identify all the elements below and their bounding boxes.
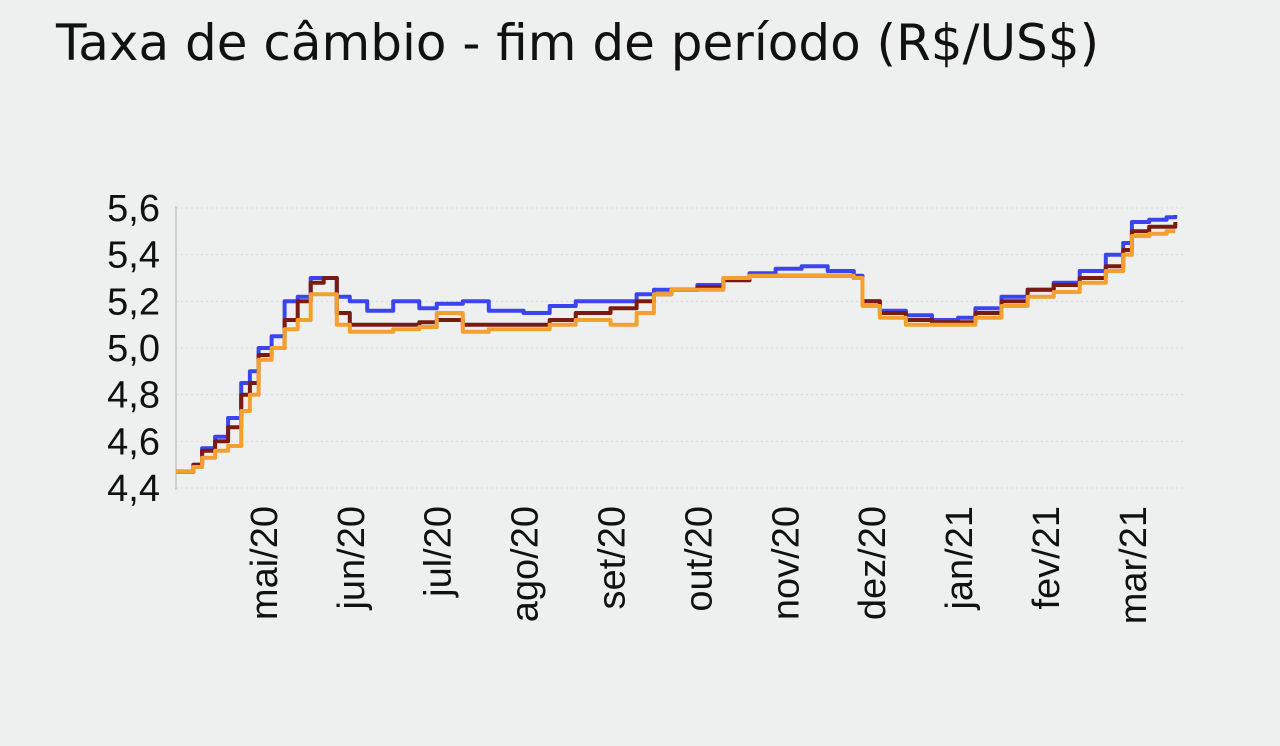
x-tick-label: mar/21 bbox=[1113, 506, 1155, 624]
y-tick-label: 4,6 bbox=[107, 421, 160, 463]
series-line-3 bbox=[176, 229, 1176, 474]
x-tick-label: mai/20 bbox=[244, 506, 286, 620]
chart-title: Taxa de câmbio - fim de período (R$/US$) bbox=[56, 14, 1100, 72]
grid-layer bbox=[176, 207, 1184, 489]
y-axis-ticks: 4,4 4,64,8 5,0 5,25,4 5,6 bbox=[107, 188, 160, 510]
x-tick-label: out/20 bbox=[678, 506, 720, 612]
x-tick-label: fev/21 bbox=[1026, 506, 1068, 610]
y-tick-label: 5,4 bbox=[107, 235, 160, 277]
series-layer bbox=[176, 215, 1178, 474]
x-tick-label: dez/20 bbox=[852, 506, 894, 620]
series-line-2 bbox=[176, 222, 1178, 474]
y-tick-label: 4,4 bbox=[107, 468, 160, 510]
y-tick-label: 4,8 bbox=[107, 375, 160, 417]
x-axis-ticks: mai/20 jun/20 jul/20 ago/20 set/20 out/20 nov/… bbox=[244, 506, 1155, 624]
series-line-1 bbox=[176, 215, 1178, 474]
x-tick-label: set/20 bbox=[591, 506, 633, 610]
x-tick-label: jan/21 bbox=[939, 506, 981, 611]
x-tick-label: jul/20 bbox=[418, 506, 460, 598]
x-tick-label: nov/20 bbox=[765, 506, 807, 620]
x-tick-label: jun/20 bbox=[331, 506, 373, 611]
y-tick-label: 5,6 bbox=[107, 188, 160, 230]
y-tick-label: 5,2 bbox=[107, 281, 160, 323]
y-tick-label: 5,0 bbox=[107, 328, 160, 370]
x-tick-label: ago/20 bbox=[505, 506, 547, 622]
